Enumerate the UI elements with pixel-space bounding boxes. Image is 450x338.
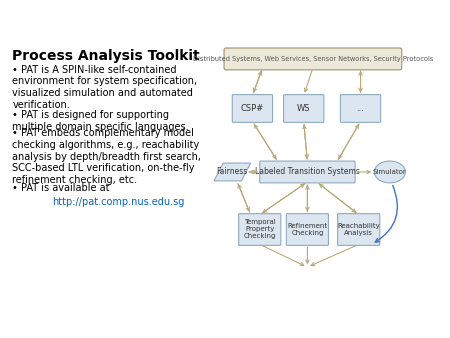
Text: CSP#: CSP# [241, 104, 264, 113]
FancyBboxPatch shape [284, 95, 324, 122]
FancyBboxPatch shape [338, 214, 380, 245]
Polygon shape [214, 163, 251, 181]
FancyBboxPatch shape [286, 214, 328, 245]
Text: Labeled Transition Systems: Labeled Transition Systems [255, 167, 360, 176]
FancyBboxPatch shape [232, 95, 273, 122]
Text: ...: ... [356, 104, 365, 113]
Text: • PAT is designed for supporting
multiple domain specific languages.: • PAT is designed for supporting multipl… [13, 111, 189, 132]
Text: Temporal
Property
Checking: Temporal Property Checking [243, 219, 276, 240]
Text: Fairness: Fairness [216, 167, 248, 176]
FancyArrowPatch shape [375, 186, 397, 242]
Text: • PAT is A SPIN-like self-contained
environment for system specification,
visual: • PAT is A SPIN-like self-contained envi… [13, 65, 198, 110]
FancyBboxPatch shape [260, 161, 355, 183]
Text: WS: WS [297, 104, 310, 113]
Text: Distributed Systems, Web Services, Sensor Networks, Security Protocols: Distributed Systems, Web Services, Senso… [193, 56, 433, 62]
Text: Refinement
Checking: Refinement Checking [288, 223, 328, 236]
Ellipse shape [374, 161, 405, 183]
Text: • PAT is available at: • PAT is available at [13, 183, 110, 193]
Text: Reachability
Analysis: Reachability Analysis [338, 223, 380, 236]
FancyBboxPatch shape [340, 95, 381, 122]
FancyBboxPatch shape [224, 48, 402, 70]
Text: http://pat.comp.nus.edu.sg: http://pat.comp.nus.edu.sg [52, 197, 184, 207]
Text: Process Analysis Toolkit: Process Analysis Toolkit [13, 49, 200, 63]
Text: Simulator: Simulator [373, 169, 407, 175]
FancyBboxPatch shape [238, 214, 281, 245]
Text: • PAT embeds complementary model
checking algorithms, e.g., reachability
analysi: • PAT embeds complementary model checkin… [13, 128, 202, 185]
